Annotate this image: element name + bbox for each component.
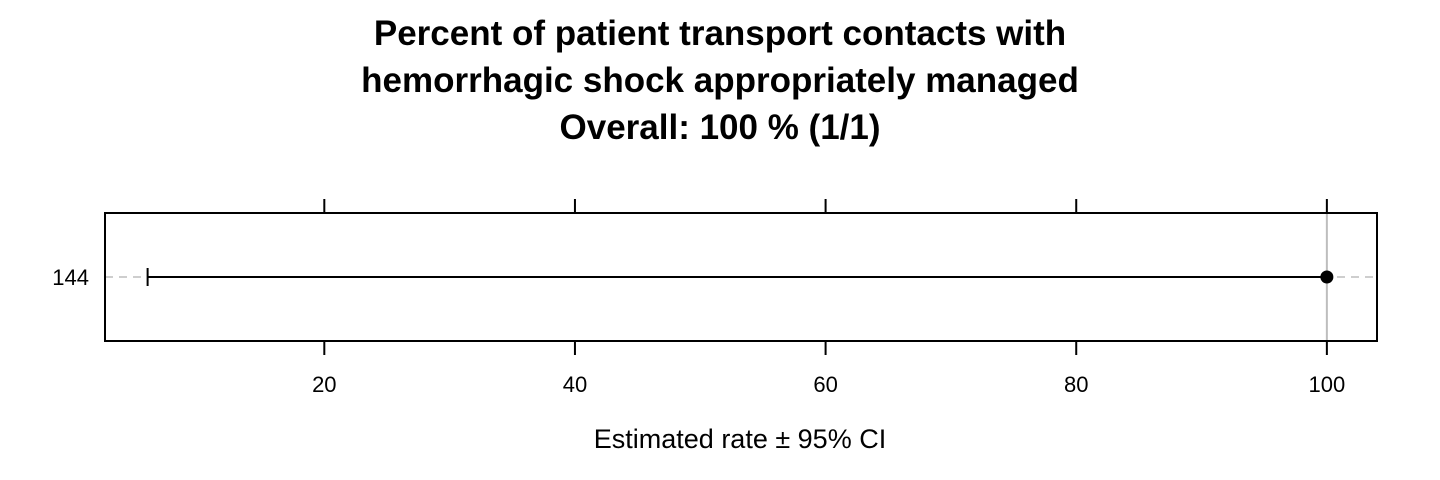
x-tick-label: 40 bbox=[563, 372, 587, 397]
estimate-point bbox=[1320, 270, 1334, 284]
x-tick-label: 60 bbox=[813, 372, 837, 397]
x-tick-label: 100 bbox=[1309, 372, 1346, 397]
title-line-3: Overall: 100 % (1/1) bbox=[559, 108, 881, 147]
plot-frame bbox=[104, 212, 1378, 342]
y-tick-label: 144 bbox=[52, 265, 89, 290]
x-tick-label: 80 bbox=[1064, 372, 1088, 397]
title-line-1: Percent of patient transport contacts wi… bbox=[373, 14, 1067, 53]
x-tick-label: 20 bbox=[312, 372, 336, 397]
title-line-2: hemorrhagic shock appropriately managed bbox=[361, 61, 1079, 100]
chart-title: Percent of patient transport contacts wi… bbox=[0, 10, 1440, 151]
x-axis-label: Estimated rate ± 95% CI bbox=[594, 424, 886, 454]
